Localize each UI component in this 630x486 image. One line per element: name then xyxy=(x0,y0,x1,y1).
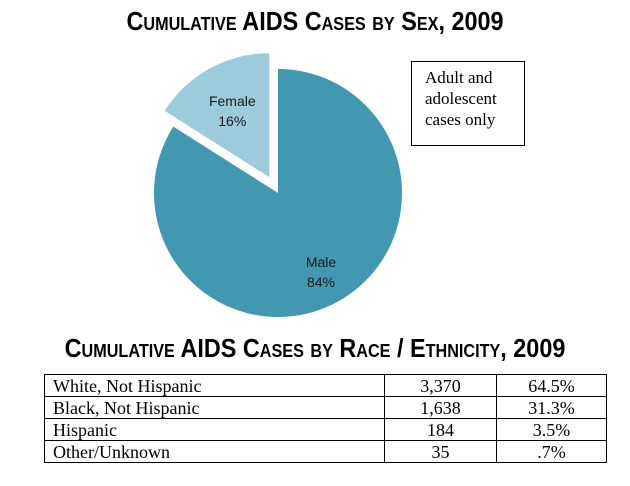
table-row: Hispanic 184 3.5% xyxy=(44,418,607,441)
percent-cell: .7% xyxy=(496,440,607,463)
percent-cell: 31.3% xyxy=(496,396,607,419)
count-cell: 3,370 xyxy=(384,374,497,397)
table-row: Other/Unknown 35 .7% xyxy=(44,440,607,463)
note-box: Adult and adolescent cases only xyxy=(411,61,525,146)
slice-percent-label: 84% xyxy=(307,274,335,290)
pie-slice-male xyxy=(154,69,403,317)
slice-label: Female xyxy=(209,93,256,109)
slice-percent-label: 16% xyxy=(218,113,246,129)
table-row: Black, Not Hispanic 1,638 31.3% xyxy=(44,396,607,419)
group-cell: White, Not Hispanic xyxy=(44,374,385,397)
count-cell: 35 xyxy=(384,440,497,463)
sex-chart-title: Cumulative AIDS Cases by Sex, 2009 xyxy=(126,6,504,36)
group-cell: Black, Not Hispanic xyxy=(44,396,385,419)
percent-cell: 3.5% xyxy=(496,418,607,441)
table-row: White, Not Hispanic 3,370 64.5% xyxy=(44,374,607,397)
count-cell: 1,638 xyxy=(384,396,497,419)
race-ethnicity-table: White, Not Hispanic 3,370 64.5% Black, N… xyxy=(44,374,607,463)
group-cell: Hispanic xyxy=(44,418,385,441)
slice-label: Male xyxy=(306,254,337,270)
percent-cell: 64.5% xyxy=(496,374,607,397)
race-table-title: Cumulative AIDS Cases by Race / Ethnicit… xyxy=(64,333,566,363)
count-cell: 184 xyxy=(384,418,497,441)
pie-slice-female xyxy=(164,53,270,178)
sex-pie-chart: Female 16% Male 84% xyxy=(154,53,403,317)
group-cell: Other/Unknown xyxy=(44,440,385,463)
